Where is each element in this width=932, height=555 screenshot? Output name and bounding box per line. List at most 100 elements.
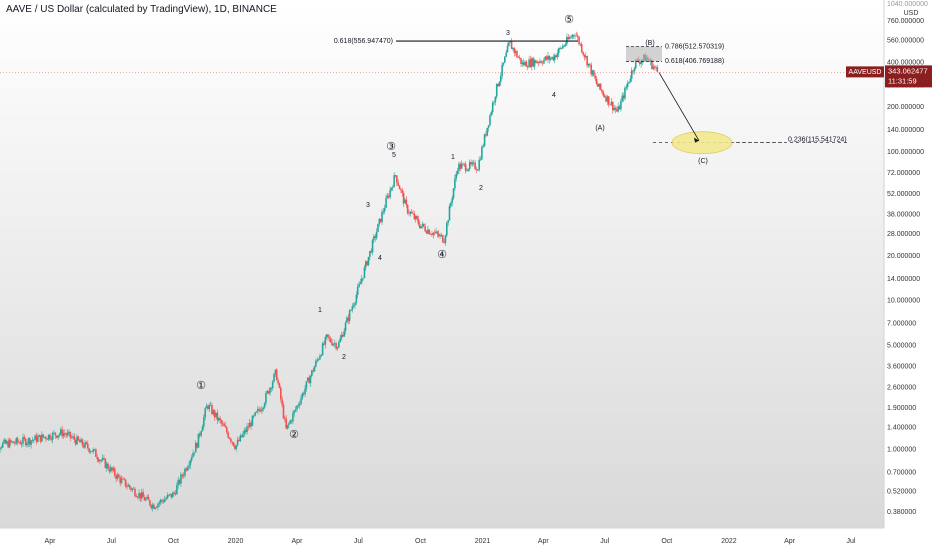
candle-body: [143, 497, 146, 501]
candle-body: [112, 468, 115, 471]
y-tick-label: 200.000000: [887, 104, 924, 111]
candle-body: [91, 451, 93, 453]
candle-body: [165, 498, 167, 500]
candle-body: [342, 334, 344, 337]
candle-body: [238, 440, 240, 442]
candle-body: [107, 463, 109, 470]
candle-body: [211, 405, 213, 415]
candle-body: [261, 409, 263, 412]
candle-body: [30, 440, 32, 445]
candle-body: [343, 330, 346, 337]
candle-body: [356, 286, 359, 295]
candle-body: [85, 442, 88, 444]
x-tick-label: 2021: [475, 538, 491, 545]
candle-body: [100, 460, 103, 461]
candle-body: [470, 162, 472, 165]
candle-body: [78, 440, 81, 443]
candle-body: [544, 56, 547, 60]
candle-body: [363, 267, 366, 278]
candle-body: [154, 507, 157, 509]
candle-body: [396, 175, 398, 183]
candle-body: [613, 107, 615, 111]
candle-body: [77, 436, 80, 441]
candle-body: [568, 37, 571, 40]
wave-label: (B): [645, 40, 654, 47]
wave-label: 1: [318, 307, 322, 314]
wave-label: ②: [289, 429, 299, 441]
candle-body: [43, 436, 46, 438]
candle-body: [196, 442, 198, 448]
candle-body: [355, 294, 358, 303]
candle-body: [572, 34, 575, 36]
candle-body: [567, 36, 570, 40]
candle-body: [406, 204, 409, 213]
time-axis-panel: [0, 528, 932, 550]
candle-body: [401, 189, 404, 193]
candle-body: [625, 87, 628, 88]
y-tick-label: 400.000000: [887, 59, 924, 66]
candle-body: [626, 83, 629, 88]
candle-body: [26, 443, 28, 446]
candle-body: [185, 468, 188, 471]
candle-body: [498, 81, 501, 87]
x-tick-label: Apr: [45, 538, 57, 545]
candle-body: [594, 76, 597, 79]
candle-body: [190, 457, 193, 461]
candle-body: [316, 359, 319, 361]
candle-body: [495, 83, 498, 97]
candle-body: [317, 359, 320, 361]
candle-body: [275, 369, 278, 381]
y-tick-label: 72.000000: [887, 170, 920, 177]
candle-body: [194, 442, 197, 453]
x-tick-label: Jul: [600, 538, 609, 545]
candle-body: [354, 302, 356, 306]
candle-body: [374, 236, 377, 238]
candle-body: [266, 391, 269, 394]
candle-body: [548, 55, 551, 60]
candle-body: [279, 387, 282, 400]
wave-label: 4: [378, 255, 382, 262]
wave-label: (C): [698, 158, 708, 165]
candle-body: [518, 57, 521, 59]
candle-body: [69, 431, 72, 438]
candle-body: [444, 235, 447, 244]
candle-body: [0, 447, 3, 449]
candle-body: [509, 41, 512, 43]
candle-body: [19, 442, 22, 445]
candle-body: [417, 219, 420, 225]
candle-body: [505, 52, 507, 57]
candle-body: [84, 442, 86, 448]
candle-body: [254, 412, 256, 416]
candle-body: [33, 439, 35, 441]
candle-body: [431, 234, 433, 235]
candle-body: [289, 420, 292, 424]
candle-body: [308, 377, 310, 384]
candle-body: [529, 59, 532, 67]
candle-body: [489, 115, 491, 126]
candle-body: [454, 178, 456, 189]
candle-body: [201, 426, 204, 432]
candle-body: [514, 51, 517, 53]
candle-body: [97, 459, 100, 462]
candle-body: [525, 61, 528, 67]
candle-body: [373, 236, 375, 240]
wave-label: 3: [366, 202, 370, 209]
candle-body: [652, 66, 655, 69]
candle-body: [574, 35, 576, 37]
candle-body: [166, 495, 169, 499]
candle-body: [633, 68, 636, 72]
candle-body: [605, 97, 607, 102]
candle-body: [265, 393, 267, 404]
candle-body: [28, 438, 31, 445]
candle-body: [501, 64, 503, 76]
candle-body: [468, 162, 471, 169]
candle-body: [533, 60, 536, 67]
candle-body: [3, 439, 5, 443]
candle-body: [189, 460, 192, 466]
candle-body: [277, 380, 279, 384]
candle-body: [427, 229, 429, 234]
candle-body: [313, 366, 316, 372]
candle-body: [284, 418, 286, 420]
